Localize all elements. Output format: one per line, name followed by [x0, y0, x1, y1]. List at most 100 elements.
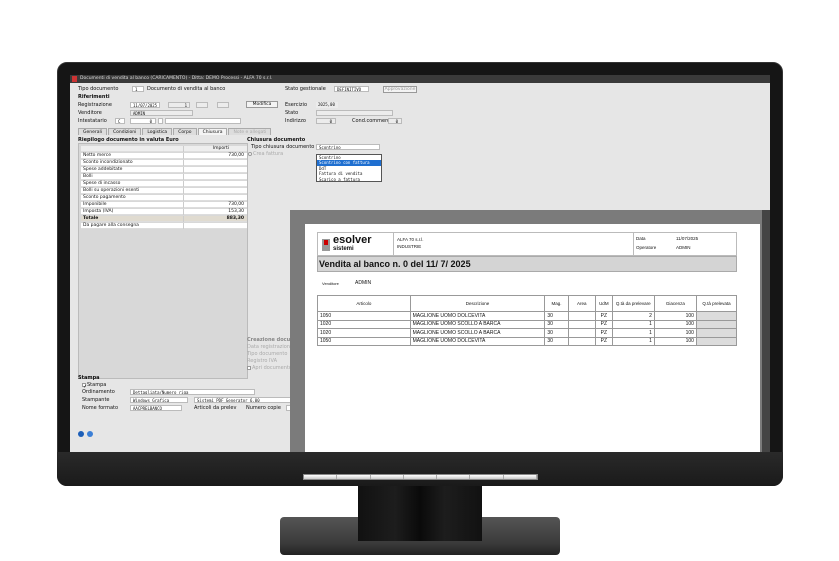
label: Articoli da prelev — [194, 405, 237, 411]
operatore-value: ADMIN — [676, 245, 691, 250]
monitor-stand — [358, 486, 482, 541]
printer-device-select[interactable]: Sistemi PDF Generator 6.00 — [194, 397, 294, 403]
row-label: Bolli su operazioni esenti — [83, 188, 140, 193]
print-preview-window: esolver sistemi ALFA 70 s.r.l. INDUSTRIE… — [290, 210, 770, 452]
app-icon — [72, 76, 77, 82]
riepilogo-row: Sconto pagamento — [81, 195, 247, 201]
stato-select[interactable] — [316, 110, 393, 116]
column-header: Area — [567, 295, 596, 312]
label: Stampante — [82, 397, 110, 403]
tab-chiusura[interactable]: Chiusura — [197, 128, 228, 135]
intestatario-lookup-button[interactable] — [158, 118, 163, 124]
nome-formato-field[interactable]: AACPRELBANCO — [130, 405, 182, 411]
dropdown-option[interactable]: Scontrino — [319, 155, 341, 160]
row-label: Imposta (IVA) — [83, 209, 114, 214]
tab-condizioni[interactable]: Condizioni — [107, 128, 142, 135]
info-icon[interactable] — [87, 431, 93, 437]
table-cell: PZ — [594, 328, 613, 338]
preview-scrollbar[interactable] — [762, 210, 770, 452]
registrazione-number-field[interactable]: 1 — [168, 102, 190, 108]
table-cell: 100 — [653, 336, 697, 346]
registrazione-date-field[interactable]: 11/07/2025 — [130, 102, 160, 108]
table-cell: 1050 — [317, 311, 411, 321]
riepilogo-row: Spese di incasso — [81, 181, 247, 187]
table-cell: PZ — [594, 311, 613, 321]
row-label: Bolli — [83, 174, 93, 179]
riepilogo-row: Netto merce 730,00 — [81, 153, 247, 159]
crea-fattura-radio[interactable]: Crea fattura — [248, 151, 283, 157]
stampa-checkbox[interactable]: ✓Stampa — [82, 382, 107, 390]
esercizio-value: 2025,00 — [316, 102, 338, 108]
cond-commerc-field[interactable]: 0 — [388, 118, 402, 124]
row-value: 730,00 — [228, 202, 244, 207]
label: Tipo chiusura documento — [251, 144, 315, 150]
ordinamento-select[interactable]: Dettagliata/Numero riga — [130, 389, 255, 395]
stampa-title: Stampa — [78, 375, 100, 381]
dropdown-option[interactable]: Scarico a fattura — [319, 176, 360, 182]
riepilogo-row: Sconto incondizionato — [81, 160, 247, 166]
table-cell — [695, 311, 738, 321]
table-row: 1020 MAGLIONE UOMO SCOLLO A BARCA 30 PZ 1 100 — [317, 328, 738, 338]
table-cell: 100 — [653, 311, 697, 321]
table-cell: 1 — [611, 336, 655, 346]
column-header: Q.tà da prelevare — [611, 295, 655, 312]
riepilogo-row: Bolli — [81, 174, 247, 180]
window-title: Documenti di vendita al banco (CARICAMEN… — [80, 76, 273, 81]
tab-generali[interactable]: Generali — [78, 128, 107, 135]
table-cell: 1020 — [317, 328, 411, 338]
report-table: Articolo Descrizione Mag. Area UdM Q.tà da pr… — [317, 295, 738, 346]
table-cell: 30 — [544, 336, 569, 346]
row-label: Imponibile — [83, 202, 107, 207]
tipo-chiusura-select[interactable]: Scontrino — [316, 144, 380, 150]
modifica-button[interactable]: Modifica — [246, 101, 278, 108]
venditore-field[interactable]: ADMIN — [130, 110, 193, 116]
tab-note-allegati[interactable]: Note e allegati — [228, 128, 272, 135]
table-cell: 2 — [611, 311, 655, 321]
chiusura-title: Chiusura documento — [247, 137, 306, 143]
label: Tipo documento — [78, 86, 119, 92]
tab-logistica[interactable]: Logistica — [142, 128, 173, 135]
column-header: UdM — [594, 295, 613, 312]
monitor-buttons — [303, 474, 538, 480]
dropdown-option[interactable]: Scontrino con fattura — [317, 160, 381, 166]
intestatario-type-select[interactable]: C — [115, 118, 125, 124]
indirizzo-field[interactable]: 0 — [316, 118, 336, 124]
riepilogo-row: Spese addebitate — [81, 167, 247, 173]
table-row: 1050 MAGLIONE UOMO DOLCEVITA 30 PZ 1 100 — [317, 336, 738, 346]
row-value: 153,30 — [228, 209, 244, 214]
stato-gestionale-select[interactable]: DEFINITIVO — [334, 86, 369, 92]
tab-corpo[interactable]: Corpo — [173, 128, 197, 135]
venditore-value: ADMIN — [355, 280, 372, 286]
dropdown-option[interactable]: DdT — [319, 165, 327, 171]
stampante-select[interactable]: Windows Grafica — [130, 397, 188, 403]
label: Data — [636, 236, 646, 241]
field[interactable] — [217, 102, 229, 108]
table-cell: 1050 — [317, 336, 411, 346]
tipo-documento-field[interactable]: 1 — [132, 86, 144, 92]
apri-documento-checkbox[interactable]: Apri documento — [247, 365, 292, 371]
tab-bar: Generali Condizioni Logistica Corpo Chiu… — [78, 128, 272, 135]
label: Numero copie — [246, 405, 281, 411]
table-cell: 30 — [544, 319, 569, 329]
row-label: Sconto pagamento — [83, 195, 126, 200]
label: Venditore — [78, 110, 102, 116]
section-title: Riferimenti — [78, 94, 110, 100]
table-cell: 30 — [544, 311, 569, 321]
intestatario-code-field[interactable]: 0 — [130, 118, 156, 124]
approvazione-button[interactable]: Approvazione — [383, 86, 417, 93]
intestatario-name-field[interactable] — [165, 118, 241, 124]
app-window: Documenti di vendita al banco (CARICAMEN… — [70, 75, 770, 452]
creazione-title: Creazione documento — [247, 337, 309, 343]
monitor-chin — [57, 452, 783, 486]
field[interactable] — [196, 102, 208, 108]
help-icon[interactable] — [78, 431, 84, 437]
company-sub: INDUSTRIE — [397, 244, 422, 249]
label: Data registrazione — [247, 344, 294, 350]
table-cell: 1020 — [317, 319, 411, 329]
table-cell: 1 — [611, 319, 655, 329]
dropdown-option[interactable]: Fattura di vendita — [319, 171, 363, 177]
table-cell — [695, 336, 738, 346]
table-row: 1050 MAGLIONE UOMO DOLCEVITA 30 PZ 2 100 — [317, 311, 738, 321]
row-label: Spese addebitate — [83, 167, 123, 172]
label: Nome formato — [82, 405, 119, 411]
